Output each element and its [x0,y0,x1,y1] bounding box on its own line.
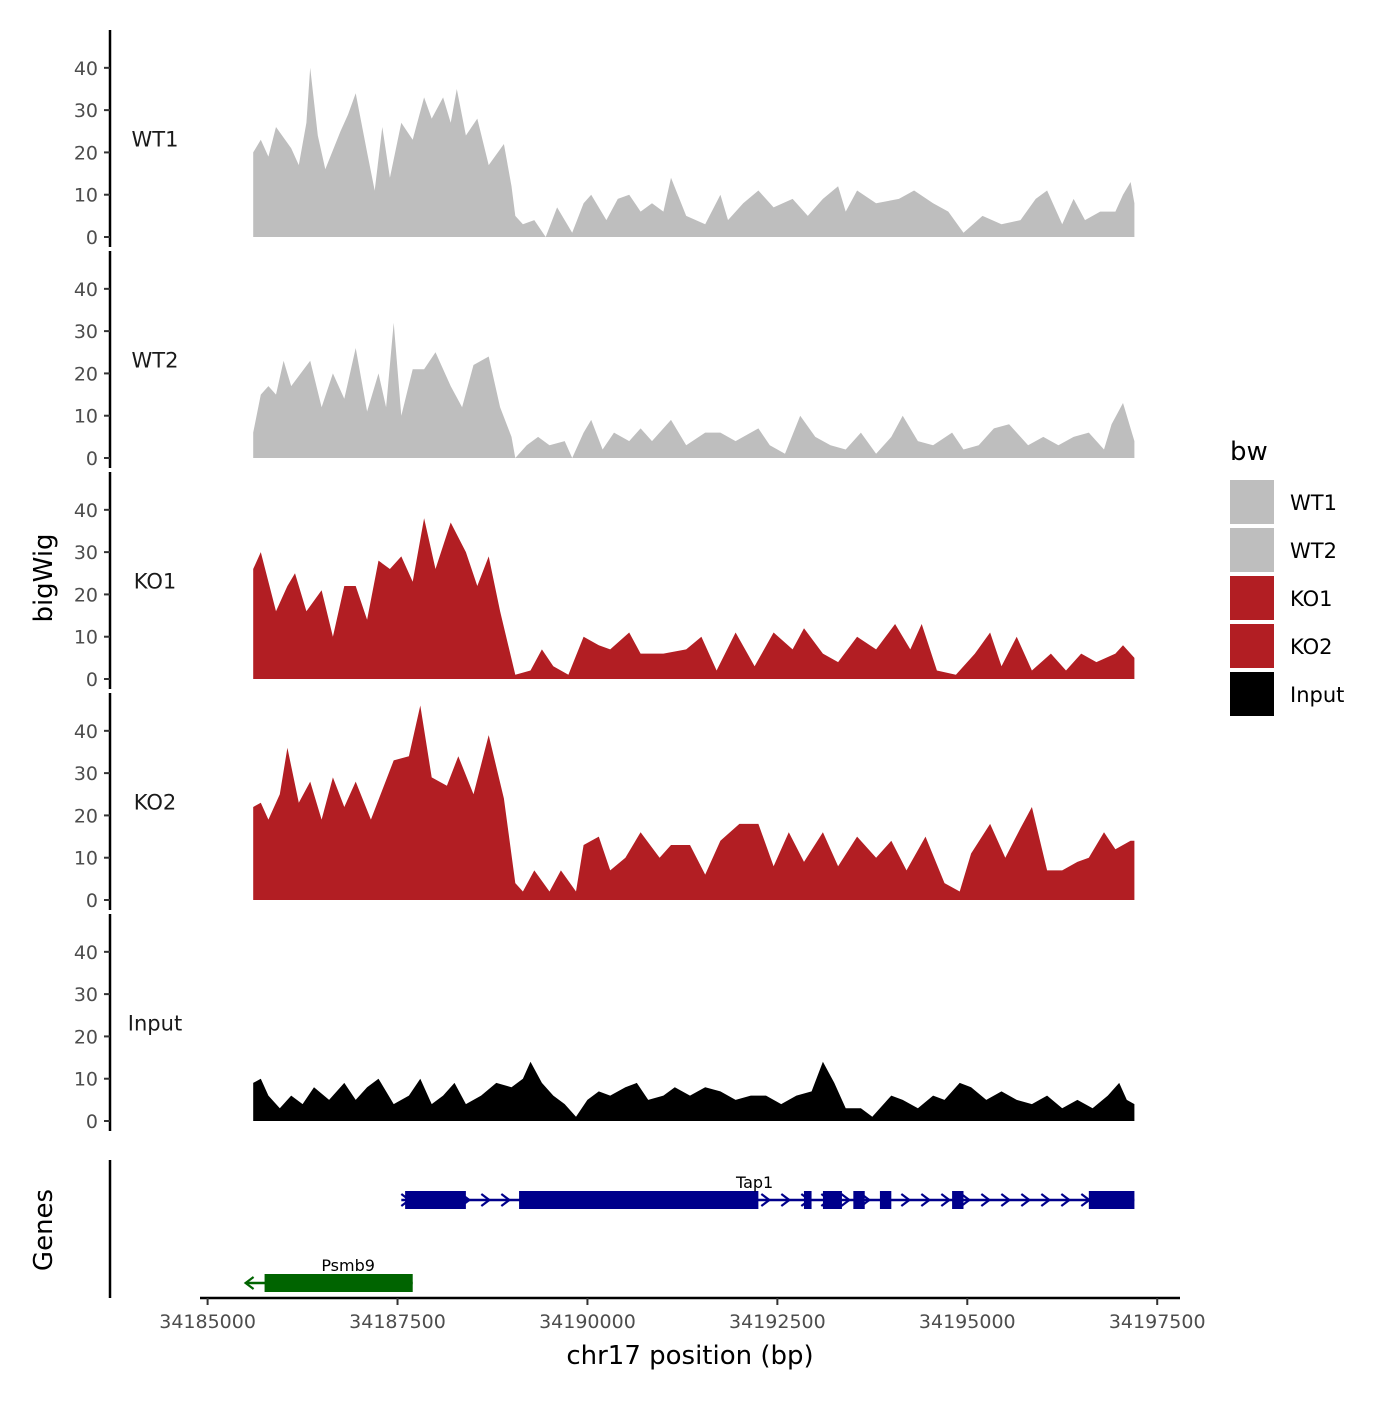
strand-arrow [900,1193,912,1207]
y-tick-label: 30 [74,984,98,1006]
y-tick-label: 10 [74,627,98,649]
track-label-ko2: KO2 [134,791,177,815]
y-tick-label: 40 [74,942,98,964]
y-tick-label: 20 [74,1026,98,1048]
legend-label-ko1: KO1 [1290,587,1333,611]
y-tick-label: 0 [86,669,98,691]
legend: bw WT1 WT2 KO1 KO2 Input [1230,437,1344,716]
signal-area-ko2 [253,705,1135,900]
legend-swatch-input [1230,672,1274,716]
y-tick-label: 0 [86,1111,98,1133]
x-tick-label: 34190000 [539,1311,636,1333]
y-tick-label: 30 [74,763,98,785]
y-tick-label: 0 [86,448,98,470]
gene-label-psmb9: Psmb9 [321,1256,375,1275]
gene-exon [264,1274,413,1292]
strand-arrow [1060,1193,1072,1207]
gene-tap1: Tap1 [400,1173,1135,1209]
gene-psmb9: Psmb9 [243,1256,413,1292]
strand-arrow [480,1193,492,1207]
strand-arrow [840,1193,852,1207]
strand-arrow [500,1193,512,1207]
signal-area-wt1 [253,67,1135,237]
strand-arrow [1040,1193,1052,1207]
y-tick-label: 20 [74,584,98,606]
y-tick-label: 30 [74,100,98,122]
legend-swatch-ko1 [1230,576,1274,620]
x-tick-label: 34185000 [159,1311,256,1333]
legend-title: bw [1230,437,1268,467]
y-tick-label: 0 [86,227,98,249]
track-label-wt2: WT2 [132,349,179,373]
track-label-wt1: WT1 [132,128,179,152]
strand-arrow [243,1276,255,1290]
strand-arrow [940,1193,952,1207]
y-tick-label: 20 [74,363,98,385]
gene-exon [519,1191,759,1209]
y-tick-label: 10 [74,1069,98,1091]
x-tick-label: 34187500 [349,1311,446,1333]
legend-label-wt2: WT2 [1290,539,1337,563]
y-axis-title: bigWig [29,533,59,622]
strand-arrow [920,1193,932,1207]
y-tick-label: 10 [74,406,98,428]
x-tick-label: 34197500 [1109,1311,1206,1333]
y-tick-label: 10 [74,848,98,870]
track-wt1: 0 10 20 30 40 WT1 [74,30,1135,249]
y-tick-label: 10 [74,185,98,207]
legend-swatch-ko2 [1230,624,1274,668]
strand-arrow [780,1193,792,1207]
gene-exon [405,1191,466,1209]
y-tick-label: 30 [74,542,98,564]
y-tick-label: 20 [74,805,98,827]
signal-area-wt2 [253,322,1135,458]
genes-panel: Tap1 Psmb9 [108,1160,1135,1298]
x-tick-label: 34195000 [919,1311,1016,1333]
track-ko2: 0 10 20 30 40 KO2 [74,693,1135,912]
legend-label-ko2: KO2 [1290,635,1333,659]
tracks-layer: 0 10 20 30 40 WT1 0 10 20 30 40 WT2 0 10 20 30 40 KO1 0 10 2… [74,30,1135,1133]
y-tick-label: 20 [74,142,98,164]
gene-exon [853,1191,865,1209]
y-tick-label: 40 [74,58,98,80]
y-tick-label: 40 [74,721,98,743]
track-label-ko1: KO1 [134,570,177,594]
x-axis: 34185000 34187500 34190000 34192500 34195000… [159,1296,1206,1333]
x-axis-title: chr17 position (bp) [566,1341,813,1371]
strand-arrow [760,1193,772,1207]
gene-exon [1088,1191,1135,1209]
genes-panel-title: Genes [29,1189,59,1271]
legend-swatch-wt1 [1230,480,1274,524]
gene-exon [879,1191,892,1209]
y-tick-label: 30 [74,321,98,343]
track-ko1: 0 10 20 30 40 KO1 [74,472,1135,691]
signal-area-input [253,1061,1135,1121]
strand-arrow [1020,1193,1032,1207]
y-tick-label: 40 [74,279,98,301]
y-tick-label: 0 [86,890,98,912]
x-tick-label: 34192500 [729,1311,826,1333]
strand-arrow [960,1193,972,1207]
strand-arrow [1000,1193,1012,1207]
gene-label-tap1: Tap1 [735,1173,773,1192]
signal-area-ko1 [253,518,1135,679]
track-label-input: Input [128,1012,182,1036]
gene-exon [952,1191,964,1209]
track-wt2: 0 10 20 30 40 WT2 [74,251,1135,470]
legend-label-input: Input [1290,683,1344,707]
y-tick-label: 40 [74,500,98,522]
gene-exon [803,1191,812,1209]
gene-exon [822,1191,842,1209]
legend-label-wt1: WT1 [1290,491,1337,515]
legend-swatch-wt2 [1230,528,1274,572]
strand-arrow [980,1193,992,1207]
track-input: 0 10 20 30 40 Input [74,914,1135,1133]
